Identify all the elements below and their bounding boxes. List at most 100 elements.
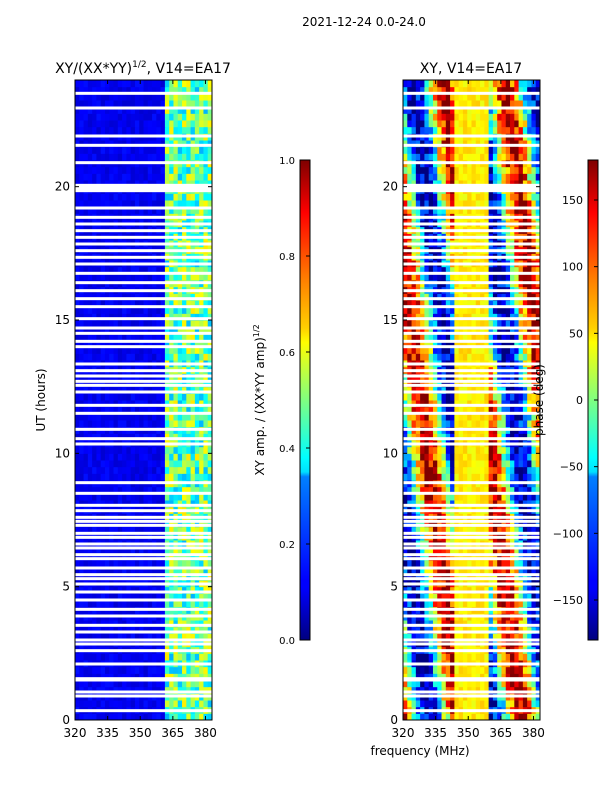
heatmap-cell xyxy=(518,566,524,574)
heatmap-cell xyxy=(122,486,127,494)
heatmap-cell xyxy=(75,86,80,94)
heatmap-cell xyxy=(79,200,85,208)
heatmap-cell xyxy=(79,320,85,328)
heatmap-cell xyxy=(126,353,132,361)
heatmap-cell xyxy=(186,653,192,661)
heatmap-cell xyxy=(505,713,511,720)
heatmap-cell xyxy=(194,620,200,628)
heatmap-cell xyxy=(75,446,80,454)
heatmap-cell xyxy=(199,340,204,348)
heatmap-cell xyxy=(467,393,472,401)
heatmap-cell xyxy=(156,386,162,394)
heatmap-cell xyxy=(130,340,136,348)
heatmap-cell xyxy=(207,306,212,314)
heatmap-cell xyxy=(501,473,507,481)
heatmap-cell xyxy=(109,626,115,634)
heatmap-cell xyxy=(177,520,183,528)
heatmap-cell xyxy=(152,446,157,454)
heatmap-cell xyxy=(207,546,212,554)
heatmap-cell xyxy=(177,80,183,88)
heatmap-cell xyxy=(126,386,132,394)
heatmap-cell xyxy=(130,106,136,114)
heatmap-cell xyxy=(514,520,520,528)
heatmap-cell xyxy=(407,340,413,348)
flagged-row xyxy=(75,374,212,378)
heatmap-cell xyxy=(411,486,417,494)
heatmap-cell xyxy=(407,353,413,361)
heatmap-cell xyxy=(497,473,502,481)
flagged-row xyxy=(75,289,212,293)
heatmap-cell xyxy=(190,593,196,601)
heatmap-cell xyxy=(139,80,144,88)
heatmap-cell xyxy=(505,673,511,681)
heatmap-cell xyxy=(96,113,102,121)
heatmap-cell xyxy=(169,153,174,161)
heatmap-cell xyxy=(492,500,498,508)
heatmap-cell xyxy=(126,80,132,88)
heatmap-cell xyxy=(87,206,93,214)
heatmap-cell xyxy=(190,486,196,494)
heatmap-cell xyxy=(467,433,472,441)
heatmap-cell xyxy=(501,700,507,708)
heatmap-cell xyxy=(182,333,187,341)
heatmap-cell xyxy=(173,553,179,561)
heatmap-cell xyxy=(83,420,89,428)
heatmap-cell xyxy=(531,453,537,461)
heatmap-cell xyxy=(126,673,132,681)
heatmap-cell xyxy=(535,393,540,401)
heatmap-cell xyxy=(441,473,447,481)
heatmap-cell xyxy=(420,380,425,388)
heatmap-cell xyxy=(100,406,106,414)
heatmap-cell xyxy=(514,653,520,661)
heatmap-cell xyxy=(510,420,515,428)
heatmap-cell xyxy=(117,153,123,161)
heatmap-cell xyxy=(207,146,212,154)
heatmap-cell xyxy=(510,593,515,601)
heatmap-cell xyxy=(75,586,80,594)
heatmap-cell xyxy=(199,113,204,121)
heatmap-cell xyxy=(199,166,204,174)
heatmap-cell xyxy=(87,620,93,628)
heatmap-cell xyxy=(134,126,140,134)
amplitude-colorbar-gradient xyxy=(299,159,311,641)
heatmap-cell xyxy=(497,653,502,661)
heatmap-cell xyxy=(147,666,153,674)
heatmap-cell xyxy=(143,600,149,608)
heatmap-cell xyxy=(484,526,490,534)
heatmap-cell xyxy=(139,566,144,574)
heatmap-cell xyxy=(147,353,153,361)
heatmap-cell xyxy=(207,80,212,88)
heatmap-cell xyxy=(424,446,430,454)
heatmap-cell xyxy=(437,586,443,594)
heatmap-cell xyxy=(104,553,110,561)
heatmap-cell xyxy=(130,266,136,274)
heatmap-cell xyxy=(83,86,89,94)
heatmap-cell xyxy=(445,460,451,468)
heatmap-cell xyxy=(83,560,89,568)
heatmap-cell xyxy=(454,573,460,581)
heatmap-cell xyxy=(428,626,434,634)
heatmap-cell xyxy=(428,713,434,720)
heatmap-cell xyxy=(445,473,451,481)
heatmap-cell xyxy=(87,473,93,481)
heatmap-cell xyxy=(177,633,183,641)
heatmap-cell xyxy=(117,353,123,361)
heatmap-cell xyxy=(531,393,537,401)
heatmap-cell xyxy=(194,673,200,681)
heatmap-cell xyxy=(458,553,464,561)
heatmap-cell xyxy=(160,386,166,394)
heatmap-cell xyxy=(535,526,540,534)
heatmap-cell xyxy=(203,466,209,474)
heatmap-cell xyxy=(177,560,183,568)
heatmap-cell xyxy=(160,600,166,608)
heatmap-cell xyxy=(130,566,136,574)
heatmap-cell xyxy=(501,453,507,461)
heatmap-cell xyxy=(522,413,528,421)
heatmap-cell xyxy=(415,526,421,534)
heatmap-cell xyxy=(510,680,515,688)
heatmap-cell xyxy=(424,593,430,601)
heatmap-cell xyxy=(79,700,85,708)
heatmap-cell xyxy=(164,113,170,121)
heatmap-cell xyxy=(488,493,494,501)
heatmap-cell xyxy=(492,553,498,561)
